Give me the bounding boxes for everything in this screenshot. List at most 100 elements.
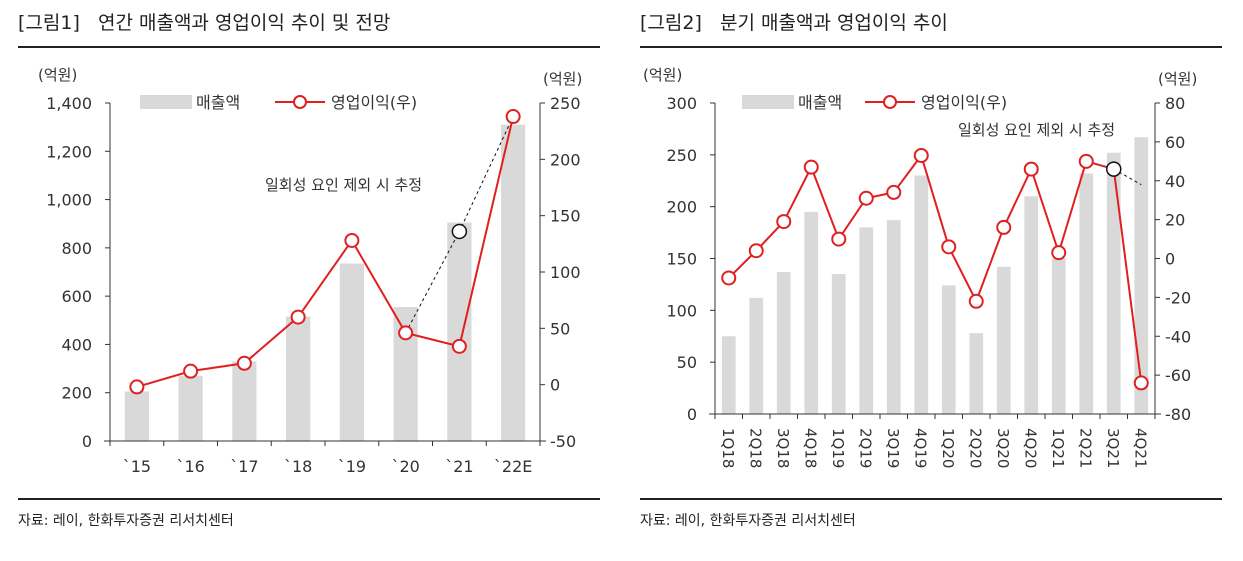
operating-profit-point: [1051, 245, 1067, 261]
left-tick-label: 1,400: [46, 94, 92, 113]
legend-line-marker: [883, 95, 897, 109]
right-tick-label: 100: [550, 263, 581, 282]
right-tick-label: 80: [1165, 94, 1185, 113]
revenue-bar: [804, 211, 819, 414]
revenue-bar: [1106, 152, 1121, 414]
legend-bar-swatch: [140, 95, 192, 109]
left-tick-label: 0: [82, 432, 92, 451]
left-unit-label: (억원): [38, 66, 77, 84]
operating-profit-point: [748, 243, 764, 259]
x-tick-label: 3Q21: [1104, 428, 1122, 468]
operating-profit-point: [913, 147, 929, 163]
operating-profit-point: [941, 239, 957, 255]
estimate-annotation: 일회성 요인 제외 시 추정: [265, 176, 422, 194]
x-tick-label: 2Q21: [1076, 428, 1094, 468]
right-tick-label: 20: [1165, 211, 1185, 230]
x-tick-label: `21: [445, 457, 473, 476]
revenue-bar: [996, 266, 1011, 414]
revenue-bar: [124, 391, 149, 441]
operating-profit-point: [1078, 153, 1094, 169]
operating-profit-line: [136, 116, 515, 388]
x-tick-label: 1Q21: [1049, 428, 1067, 468]
estimate-annotation: 일회성 요인 제외 시 추정: [958, 121, 1115, 139]
x-tick-label: 2Q18: [746, 428, 764, 468]
left-unit-label: (억원): [643, 66, 682, 84]
left-tick-label: 1,200: [46, 142, 92, 161]
x-tick-label: 2Q20: [966, 428, 984, 468]
x-tick-label: 1Q19: [829, 428, 847, 468]
x-tick-label: 2Q19: [856, 428, 874, 468]
operating-profit-point: [1133, 375, 1149, 391]
operating-profit-point: [776, 214, 792, 230]
right-tick-label: 250: [550, 94, 581, 113]
revenue-bar: [1051, 258, 1066, 414]
operating-profit-point: [451, 338, 467, 354]
estimate-point: [1106, 161, 1122, 177]
x-tick-label: 4Q20: [1021, 428, 1039, 468]
right-tick-label: -60: [1165, 366, 1191, 385]
chart2-source: 자료: 레이, 한화투자증권 리서치센터: [640, 513, 856, 529]
left-tick-label: 200: [61, 384, 92, 403]
chart1-source-rule: [18, 498, 600, 500]
operating-profit-line: [728, 153, 1143, 384]
right-tick-label: -20: [1165, 288, 1191, 307]
x-tick-label: 4Q21: [1131, 428, 1149, 468]
right-tick-label: 50: [550, 319, 570, 338]
x-tick-label: 3Q20: [994, 428, 1012, 468]
x-tick-label: 4Q19: [911, 428, 929, 468]
x-tick-label: 3Q18: [774, 428, 792, 468]
revenue-bar: [969, 333, 984, 414]
revenue-bar: [501, 124, 526, 441]
chart1-source: 자료: 레이, 한화투자증권 리서치센터: [18, 513, 234, 529]
revenue-bar: [776, 271, 791, 414]
right-tick-label: 60: [1165, 133, 1185, 152]
revenue-bar: [1024, 196, 1039, 414]
operating-profit-point: [831, 231, 847, 247]
revenue-bar: [831, 274, 846, 414]
revenue-bar: [914, 175, 929, 414]
x-tick-label: 3Q19: [884, 428, 902, 468]
x-tick-label: `15: [123, 457, 151, 476]
operating-profit-point: [1023, 161, 1039, 177]
estimate-point: [451, 223, 468, 240]
operating-profit-point: [803, 159, 819, 175]
left-tick-label: 250: [666, 146, 697, 165]
x-tick-label: `16: [176, 457, 204, 476]
right-unit-label: (억원): [1158, 70, 1197, 88]
estimate-dashed-line: [1113, 168, 1142, 186]
left-tick-label: 200: [666, 198, 697, 217]
chart2-title: [그림2] 분기 매출액과 영업이익 추이: [640, 12, 948, 34]
left-tick-label: 50: [677, 353, 697, 372]
operating-profit-point: [344, 232, 360, 248]
right-tick-label: -80: [1165, 405, 1191, 424]
chart2-source-rule: [640, 498, 1222, 500]
right-unit-label: (억원): [543, 70, 582, 88]
right-tick-label: -50: [550, 432, 576, 451]
x-tick-label: `17: [230, 457, 258, 476]
operating-profit-point: [398, 325, 414, 341]
operating-profit-point: [886, 184, 902, 200]
legend-line-marker: [293, 95, 307, 109]
left-tick-label: 1,000: [46, 191, 92, 210]
revenue-bar: [749, 297, 764, 414]
revenue-bar: [447, 222, 472, 441]
x-tick-label: 4Q18: [801, 428, 819, 468]
revenue-bar: [286, 316, 311, 441]
x-tick-label: `18: [284, 457, 312, 476]
x-tick-label: `19: [338, 457, 366, 476]
revenue-bar: [339, 263, 364, 441]
operating-profit-point: [505, 109, 521, 125]
x-tick-label: `22E: [494, 457, 532, 476]
revenue-bar: [1079, 173, 1094, 414]
revenue-bar: [1134, 137, 1149, 414]
operating-profit-point: [968, 293, 984, 309]
operating-profit-point: [290, 309, 306, 325]
right-tick-label: 150: [550, 207, 581, 226]
left-tick-label: 400: [61, 335, 92, 354]
legend-bar-swatch: [742, 95, 794, 109]
operating-profit-point: [129, 379, 145, 395]
operating-profit-point: [858, 190, 874, 206]
left-tick-label: 0: [687, 405, 697, 424]
operating-profit-point: [996, 219, 1012, 235]
